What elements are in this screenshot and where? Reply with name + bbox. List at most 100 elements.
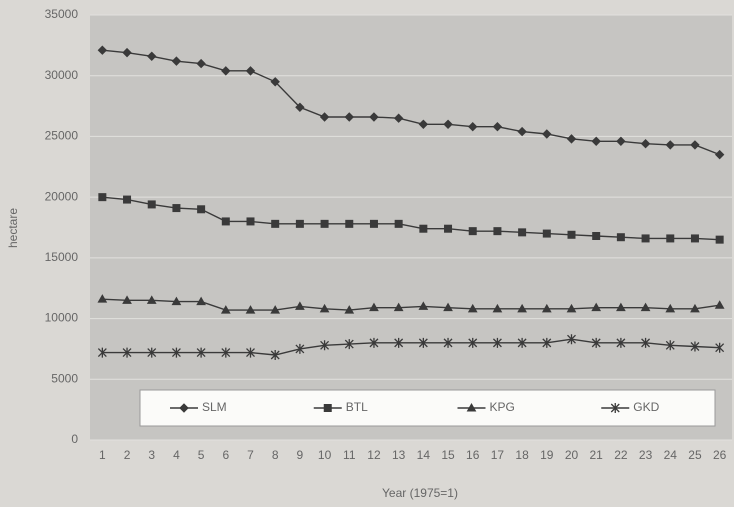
marker bbox=[542, 337, 552, 348]
x-tick-label: 26 bbox=[713, 448, 727, 462]
marker bbox=[492, 303, 503, 313]
legend-marker bbox=[179, 403, 189, 413]
marker bbox=[171, 56, 182, 66]
x-tick-label: 6 bbox=[222, 448, 229, 462]
y-tick-label: 30000 bbox=[45, 68, 79, 82]
x-tick-label: 3 bbox=[148, 448, 155, 462]
y-tick-label: 25000 bbox=[45, 129, 79, 143]
marker bbox=[591, 136, 601, 146]
marker bbox=[295, 343, 305, 354]
marker bbox=[641, 337, 651, 348]
marker bbox=[171, 347, 181, 358]
marker bbox=[714, 300, 725, 309]
marker bbox=[690, 140, 700, 150]
marker bbox=[517, 337, 527, 348]
marker bbox=[97, 45, 108, 55]
marker bbox=[122, 47, 132, 58]
marker bbox=[418, 337, 428, 348]
x-tick-label: 24 bbox=[664, 448, 678, 462]
marker bbox=[320, 219, 329, 228]
marker bbox=[715, 342, 725, 353]
marker bbox=[616, 302, 626, 312]
marker bbox=[591, 337, 601, 348]
legend-label: SLM bbox=[202, 400, 227, 414]
marker bbox=[319, 112, 330, 122]
marker bbox=[295, 102, 305, 112]
marker bbox=[147, 51, 157, 61]
marker bbox=[147, 200, 156, 209]
x-tick-label: 23 bbox=[639, 448, 653, 462]
marker bbox=[369, 337, 379, 348]
marker bbox=[196, 58, 206, 69]
x-tick-label: 18 bbox=[515, 448, 529, 462]
marker bbox=[640, 302, 651, 312]
marker bbox=[393, 113, 404, 123]
legend-label: KPG bbox=[490, 400, 515, 414]
legend-marker bbox=[323, 404, 332, 412]
legend-label: GKD bbox=[633, 400, 659, 414]
marker bbox=[443, 302, 453, 312]
marker bbox=[715, 235, 724, 244]
marker bbox=[197, 205, 206, 214]
marker bbox=[665, 303, 676, 313]
marker bbox=[541, 303, 552, 313]
x-tick-label: 1 bbox=[99, 448, 106, 462]
marker bbox=[418, 301, 429, 310]
marker bbox=[319, 303, 330, 313]
marker bbox=[270, 305, 281, 314]
marker bbox=[97, 294, 108, 303]
x-tick-label: 12 bbox=[367, 448, 381, 462]
marker bbox=[147, 347, 157, 358]
marker bbox=[171, 296, 182, 306]
marker bbox=[246, 347, 255, 358]
y-tick-label: 5000 bbox=[51, 371, 78, 385]
x-tick-label: 25 bbox=[688, 448, 702, 462]
marker bbox=[221, 217, 230, 226]
y-tick-label: 20000 bbox=[45, 189, 79, 203]
marker bbox=[567, 230, 576, 239]
marker bbox=[640, 139, 651, 149]
marker bbox=[616, 233, 625, 242]
marker bbox=[220, 305, 231, 314]
marker bbox=[221, 347, 231, 358]
marker bbox=[196, 347, 206, 358]
y-tick-label: 10000 bbox=[45, 311, 79, 325]
marker bbox=[493, 227, 502, 236]
marker bbox=[345, 219, 354, 228]
x-tick-label: 16 bbox=[466, 448, 480, 462]
legend-marker bbox=[466, 402, 477, 412]
marker bbox=[714, 149, 725, 160]
marker bbox=[468, 337, 478, 348]
marker bbox=[419, 224, 428, 233]
marker bbox=[344, 112, 354, 122]
marker bbox=[393, 302, 404, 312]
x-tick-label: 19 bbox=[540, 448, 554, 462]
marker bbox=[369, 219, 378, 228]
marker bbox=[666, 234, 675, 243]
marker bbox=[172, 204, 181, 213]
marker bbox=[320, 340, 330, 351]
x-tick-label: 2 bbox=[124, 448, 131, 462]
legend-label: BTL bbox=[346, 400, 368, 414]
y-tick-label: 15000 bbox=[45, 250, 79, 264]
x-tick-label: 5 bbox=[198, 448, 205, 462]
marker bbox=[690, 341, 700, 352]
marker bbox=[566, 303, 577, 313]
marker bbox=[97, 347, 107, 358]
marker bbox=[641, 234, 650, 243]
marker bbox=[690, 234, 699, 243]
marker bbox=[518, 228, 527, 237]
marker bbox=[122, 295, 132, 304]
marker bbox=[443, 337, 453, 348]
marker bbox=[665, 140, 675, 150]
x-tick-label: 9 bbox=[297, 448, 304, 462]
marker bbox=[492, 122, 503, 132]
x-tick-label: 20 bbox=[565, 448, 579, 462]
series bbox=[97, 334, 725, 360]
legend-marker bbox=[610, 403, 620, 413]
marker bbox=[468, 227, 477, 236]
marker bbox=[468, 122, 478, 132]
x-tick-label: 22 bbox=[614, 448, 628, 462]
marker bbox=[690, 303, 700, 313]
marker bbox=[542, 129, 552, 139]
